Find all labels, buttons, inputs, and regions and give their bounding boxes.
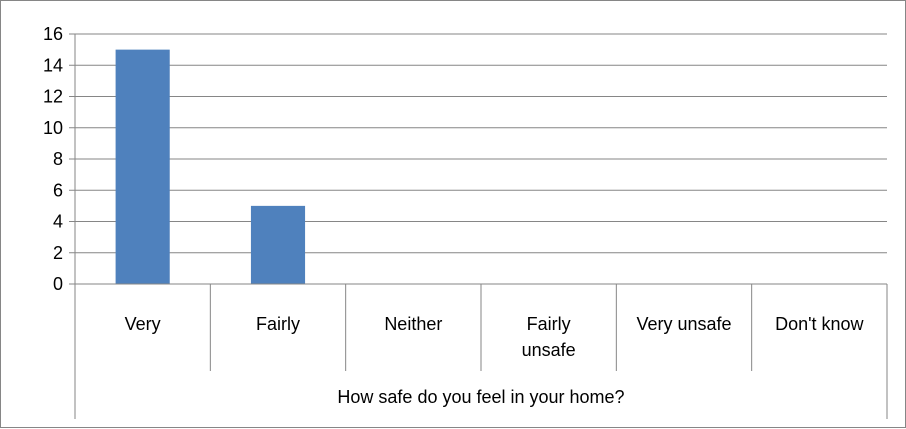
y-tick-label: 8 [53, 149, 63, 169]
bar-1 [250, 205, 306, 284]
y-tick-label: 0 [53, 274, 63, 294]
y-tick-label: 6 [53, 180, 63, 200]
bar-0 [115, 49, 170, 284]
y-tick-label: 14 [43, 55, 63, 75]
x-category-label: Don't know [775, 314, 864, 334]
y-tick-label: 2 [53, 243, 63, 263]
x-category-label: unsafe [522, 340, 576, 360]
x-axis-title: How safe do you feel in your home? [337, 387, 624, 407]
x-category-label: Very unsafe [636, 314, 731, 334]
x-category-label: Fairly [256, 314, 300, 334]
x-category-label: Neither [384, 314, 442, 334]
y-tick-label: 16 [43, 24, 63, 44]
axes [69, 33, 888, 419]
bars [115, 49, 306, 284]
gridlines [75, 33, 887, 285]
y-tick-label: 10 [43, 118, 63, 138]
y-tick-label: 4 [53, 212, 63, 232]
x-category-label: Very [125, 314, 161, 334]
x-category-label: Fairly [527, 314, 571, 334]
y-tick-label: 12 [43, 87, 63, 107]
labels: 0 2 4 6 8 10 12 14 16 Very Fairly Neither Fairly unsa… [43, 24, 865, 360]
